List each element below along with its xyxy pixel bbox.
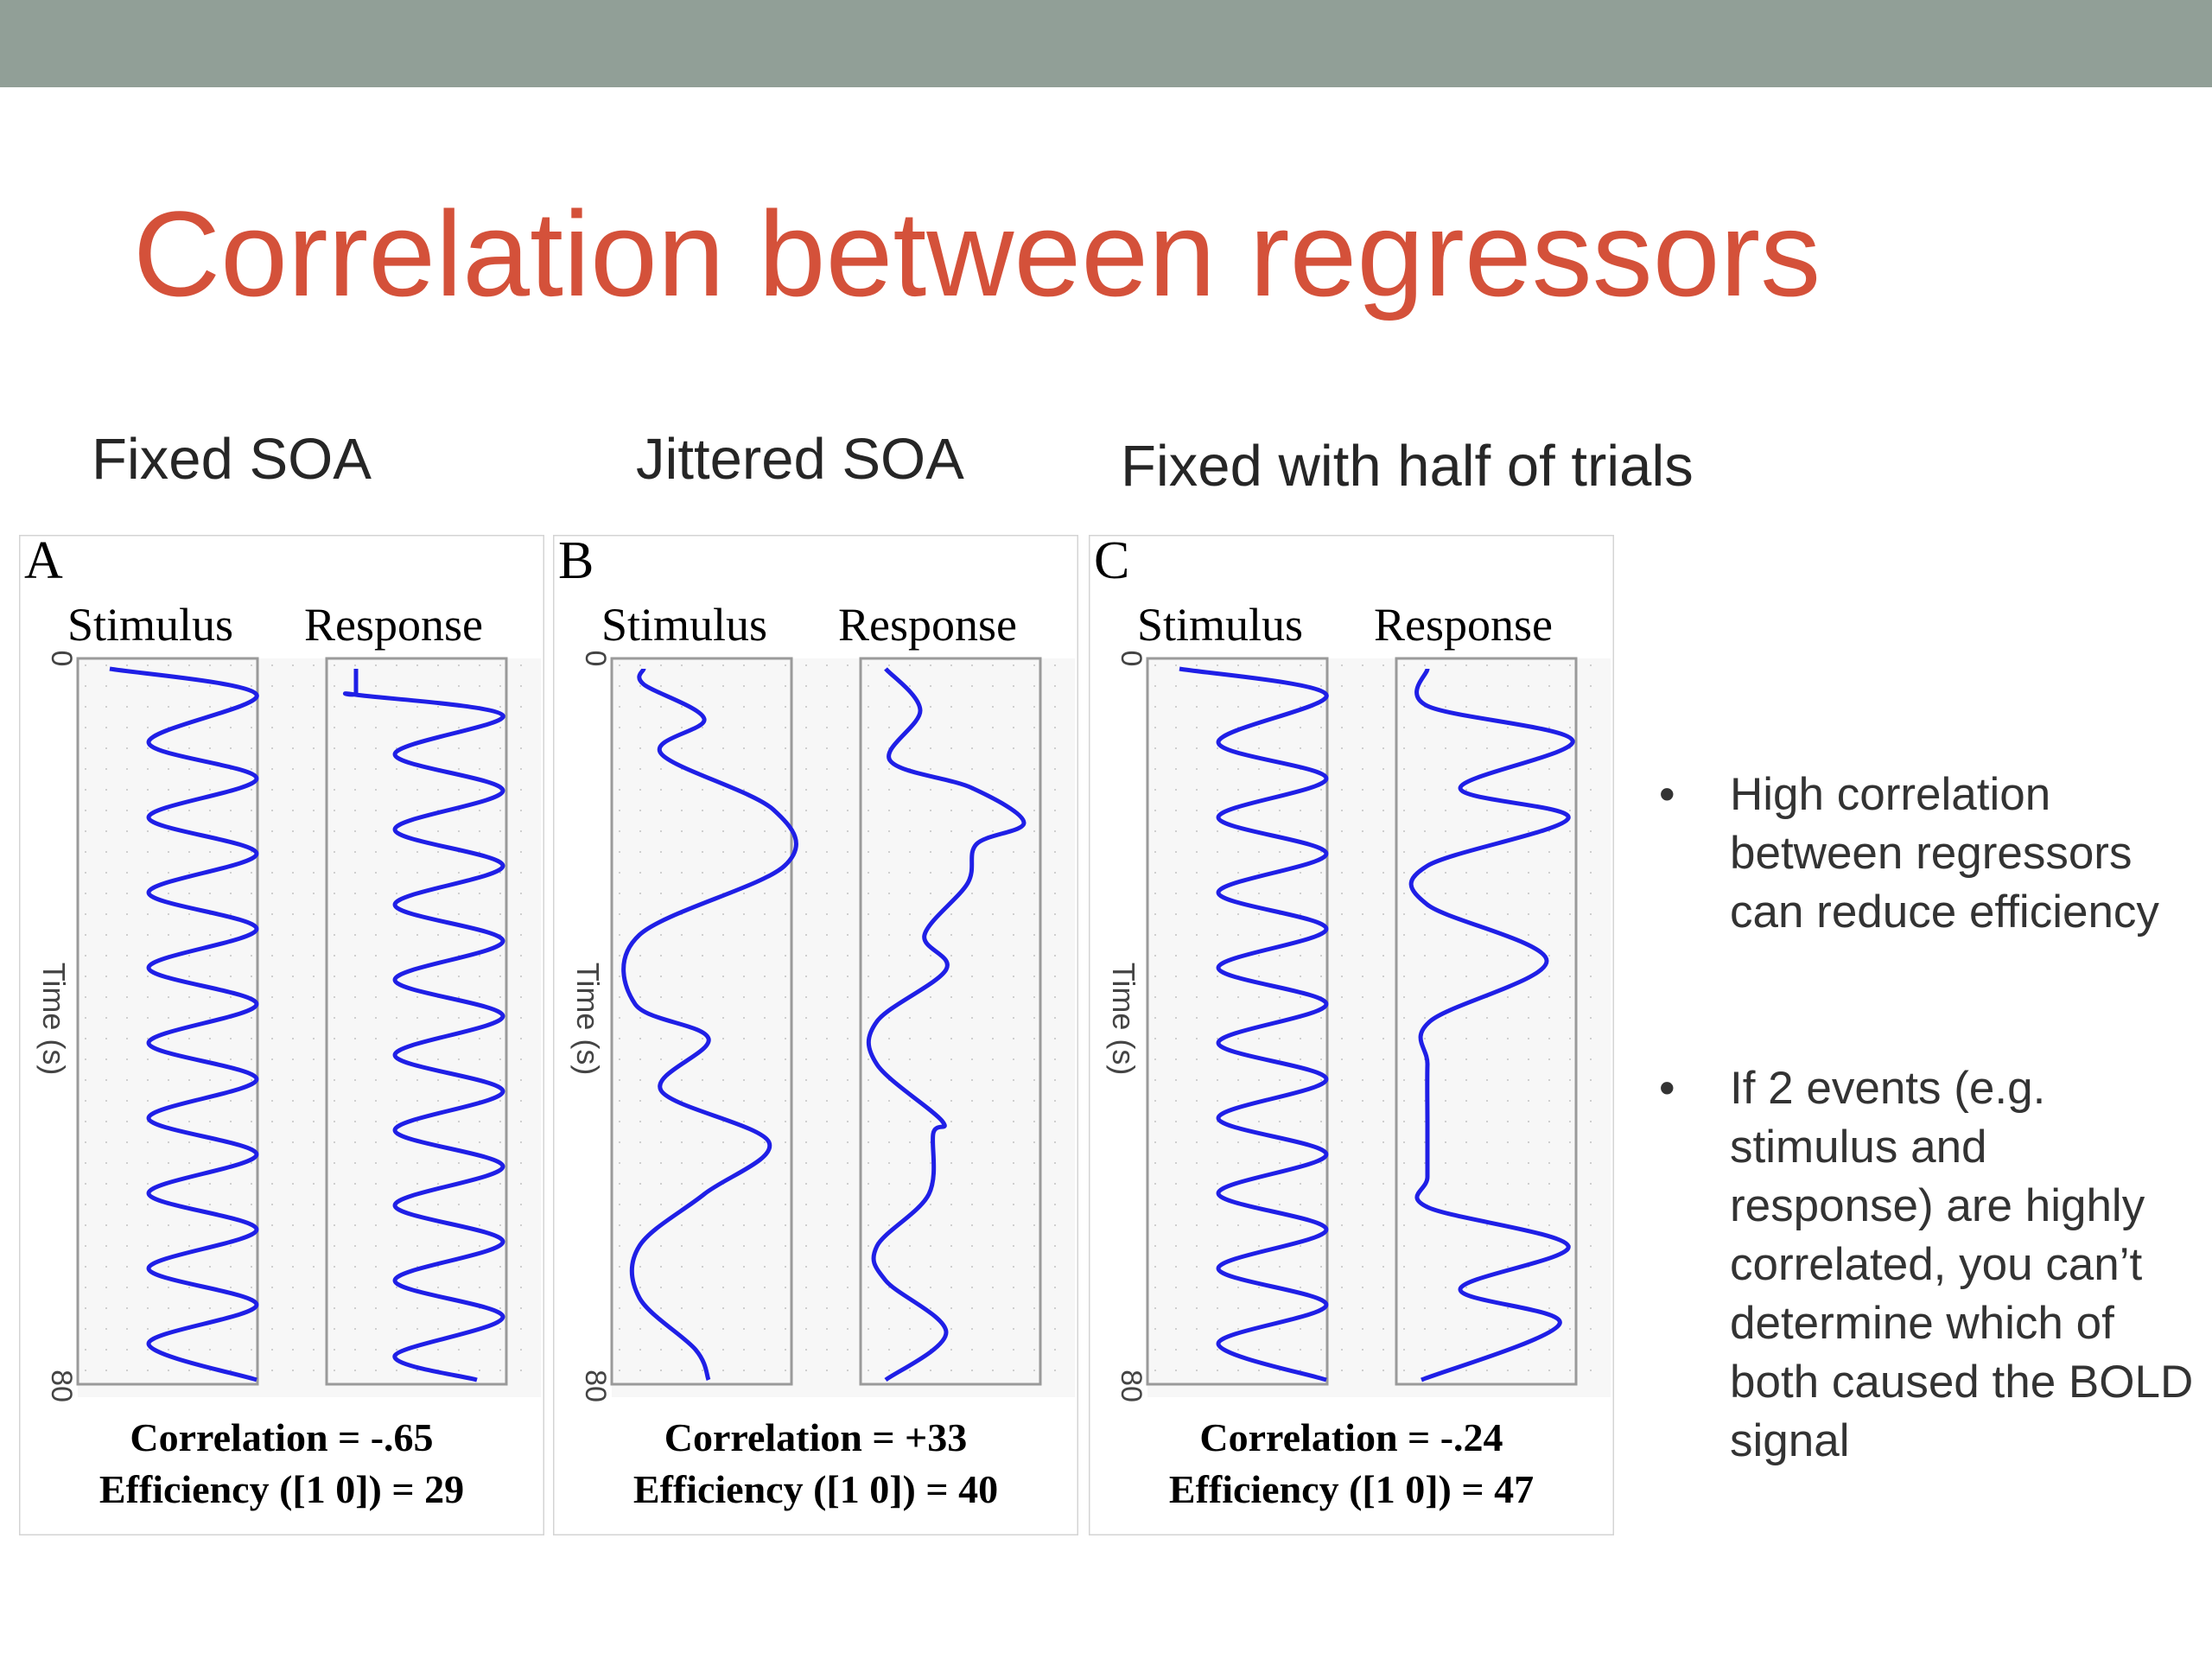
bullet-icon: •: [1659, 769, 1675, 820]
axis-end-label: 80: [579, 1370, 612, 1402]
panel-b-figure: B Stimulus Response 0 80 Time (s) Correl…: [553, 535, 1078, 1535]
panel-letter: C: [1094, 535, 1129, 590]
time-axis-label: Time (s): [1106, 963, 1141, 1076]
stimulus-label: Stimulus: [1137, 599, 1303, 651]
heading-fixed-soa: Fixed SOA: [92, 427, 372, 492]
efficiency-value: Efficiency ([1 0]) = 47: [1169, 1467, 1534, 1511]
response-waveform: [866, 667, 1027, 1382]
panel-letter: A: [24, 535, 63, 590]
response-plot-frame: [1395, 657, 1578, 1386]
figure-panel-c: C Stimulus Response 0 80 Time (s) Correl…: [1089, 535, 1614, 1535]
bullet-list: • High correlation between regressors ca…: [1659, 766, 2195, 1471]
response-waveform: [1408, 668, 1575, 1382]
bullet-item: • If 2 events (e.g. stimulus and respons…: [1659, 1059, 2195, 1471]
stimulus-label: Stimulus: [67, 599, 233, 651]
axis-start-label: 0: [1115, 651, 1147, 667]
response-label: Response: [304, 599, 483, 651]
heading-fixed-half-trials: Fixed with half of trials: [1121, 434, 1694, 499]
panel-c-figure: C Stimulus Response 0 80 Time (s) Correl…: [1089, 535, 1614, 1535]
correlation-value: Correlation = -.65: [130, 1415, 433, 1459]
heading-jittered-soa: Jittered SOA: [636, 427, 964, 492]
panel-letter: B: [558, 535, 594, 590]
response-label: Response: [1374, 599, 1553, 651]
panel-a-figure: A Stimulus Response 0 80 Time (s) Correl…: [19, 535, 544, 1535]
stimulus-waveform: [109, 666, 259, 1382]
time-axis-label: Time (s): [36, 963, 72, 1076]
response-waveform: [343, 669, 505, 1382]
top-accent-bar: [0, 0, 2212, 87]
bullet-icon: •: [1659, 1063, 1675, 1114]
stimulus-plot-frame: [1146, 657, 1329, 1386]
time-axis-label: Time (s): [570, 963, 606, 1076]
axis-start-label: 0: [45, 651, 78, 667]
axis-start-label: 0: [579, 651, 612, 667]
efficiency-value: Efficiency ([1 0]) = 29: [99, 1467, 464, 1511]
bullet-text: High correlation between regressors can …: [1730, 769, 2159, 938]
response-plot-frame: [859, 657, 1042, 1386]
stimulus-waveform: [1179, 666, 1329, 1382]
figure-panel-b: B Stimulus Response 0 80 Time (s) Correl…: [553, 535, 1078, 1535]
correlation-value: Correlation = -.24: [1199, 1415, 1503, 1459]
bullet-text: If 2 events (e.g. stimulus and response)…: [1730, 1063, 2194, 1466]
figure-panel-a: A Stimulus Response 0 80 Time (s) Correl…: [19, 535, 544, 1535]
stimulus-waveform: [621, 668, 798, 1381]
correlation-value: Correlation = +33: [664, 1415, 968, 1459]
stimulus-plot-frame: [610, 657, 793, 1386]
axis-end-label: 80: [1115, 1370, 1147, 1402]
slide-title: Correlation between regressors: [133, 186, 1821, 321]
bullet-item: • High correlation between regressors ca…: [1659, 766, 2195, 942]
axis-end-label: 80: [45, 1370, 78, 1402]
efficiency-value: Efficiency ([1 0]) = 40: [633, 1467, 998, 1511]
response-plot-frame: [325, 657, 508, 1386]
stimulus-label: Stimulus: [601, 599, 767, 651]
response-label: Response: [838, 599, 1017, 651]
stimulus-plot-frame: [76, 657, 259, 1386]
